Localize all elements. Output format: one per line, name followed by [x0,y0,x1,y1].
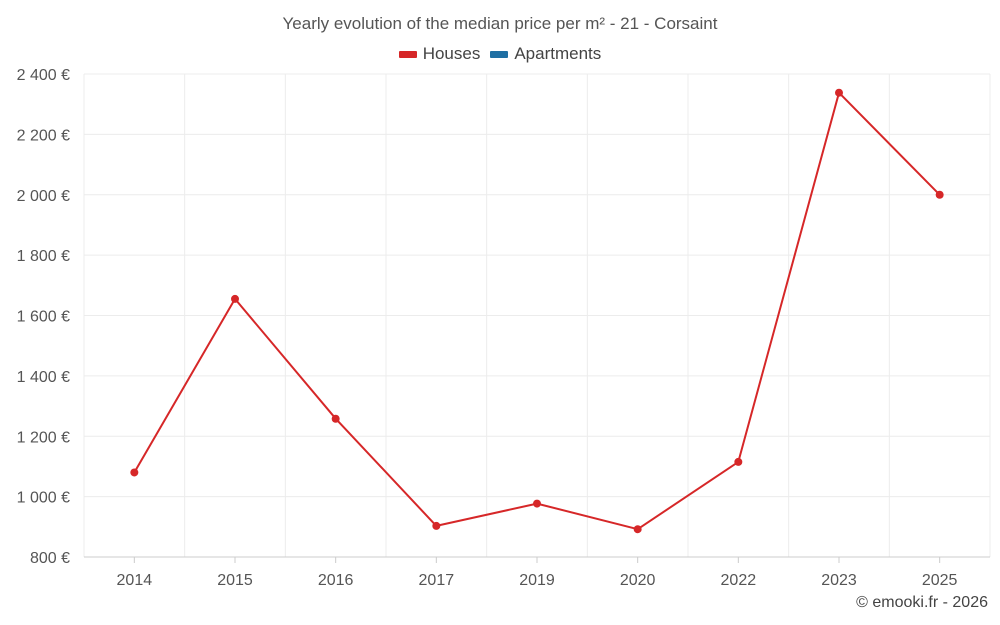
data-point-houses [231,294,239,303]
x-tick-label: 2023 [821,572,857,589]
x-tick-label: 2022 [721,572,757,589]
chart-title: Yearly evolution of the median price per… [282,14,718,33]
data-point-houses [432,521,441,530]
x-tick-label: 2015 [217,572,253,589]
x-tick-label: 2014 [117,572,153,589]
legend-label-houses: Houses [422,44,481,63]
chart-legend: Houses Apartments [0,44,1000,64]
y-tick-label: 1 600 € [17,309,70,326]
y-tick-label: 800 € [30,550,70,567]
legend-label-apartments: Apartments [514,44,602,63]
y-tick-label: 1 800 € [17,248,70,265]
x-tick-label: 2025 [922,572,958,589]
copyright-text: © emooki.fr - 2026 [856,594,988,611]
data-point-houses [331,414,340,423]
legend-swatch-houses [398,50,417,58]
legend-item-apartments[interactable]: Apartments [490,44,601,64]
legend-item-houses[interactable]: Houses [398,44,481,64]
y-tick-label: 1 400 € [17,369,70,386]
y-tick-label: 2 000 € [17,188,70,205]
y-tick-label: 1 000 € [17,490,70,507]
legend-swatch-apartments [490,50,509,58]
y-tick-label: 2 200 € [17,127,70,144]
series-line-houses [133,91,941,531]
data-point-houses [533,499,541,508]
data-point-houses [633,525,642,534]
data-point-houses [734,457,743,466]
y-tick-label: 1 200 € [17,429,70,446]
x-tick-label: 2020 [620,572,656,589]
x-tick-label: 2019 [519,572,555,589]
x-tick-label: 2016 [318,572,354,589]
data-point-houses [935,190,944,199]
data-point-houses [130,468,139,477]
data-point-houses [835,88,843,97]
x-tick-label: 2017 [419,572,455,589]
y-tick-label: 2 400 € [17,67,70,84]
